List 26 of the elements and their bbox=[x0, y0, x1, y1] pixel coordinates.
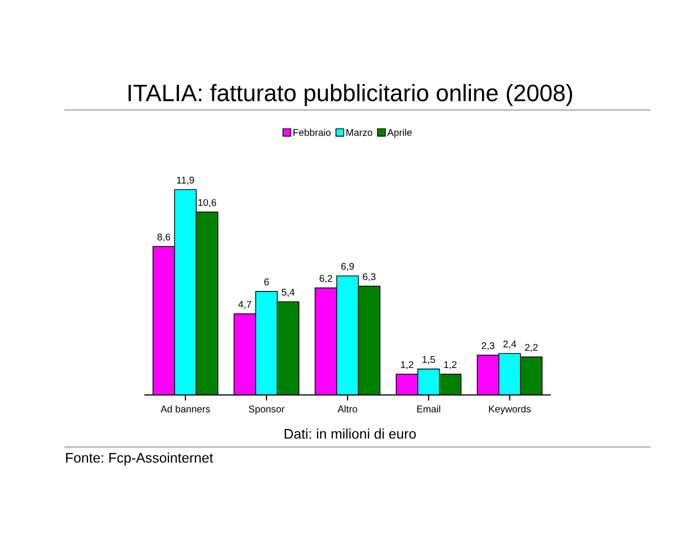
chart-title: ITALIA: fatturato pubblicitario online (2008) bbox=[128, 84, 572, 106]
x-tick-label: Altro bbox=[338, 405, 358, 412]
data-label: 6,9 bbox=[341, 262, 354, 271]
data-label: 5,4 bbox=[282, 288, 295, 297]
x-axis-title: Dati: in milioni di euro bbox=[284, 428, 416, 439]
data-label: 1,2 bbox=[400, 361, 414, 370]
data-label: 4,7 bbox=[238, 300, 252, 309]
data-label: 2,4 bbox=[503, 340, 516, 349]
data-label: 6,2 bbox=[320, 274, 332, 284]
data-label: 6,3 bbox=[362, 273, 376, 282]
x-tick-label: Keywords bbox=[489, 405, 531, 414]
x-tick-label: Email bbox=[417, 405, 440, 412]
data-label: 2,2 bbox=[525, 344, 538, 352]
data-label: 6 bbox=[264, 278, 269, 286]
data-label: 11,9 bbox=[177, 176, 194, 185]
data-label: 1,5 bbox=[422, 356, 435, 364]
source-note: Fonte: Fcp-Assointernet bbox=[66, 452, 214, 466]
x-tick-label: Ad banners bbox=[160, 405, 210, 412]
data-label: 2,3 bbox=[482, 342, 494, 350]
legend-label: Febbraio bbox=[294, 128, 331, 136]
legend-label: Aprile bbox=[387, 128, 412, 138]
data-label: 8,6 bbox=[157, 234, 170, 242]
data-label: 1,2 bbox=[444, 361, 456, 370]
legend-label: Marzo bbox=[346, 129, 372, 136]
x-tick-label: Sponsor bbox=[248, 406, 284, 414]
data-label: 10,6 bbox=[198, 199, 216, 208]
